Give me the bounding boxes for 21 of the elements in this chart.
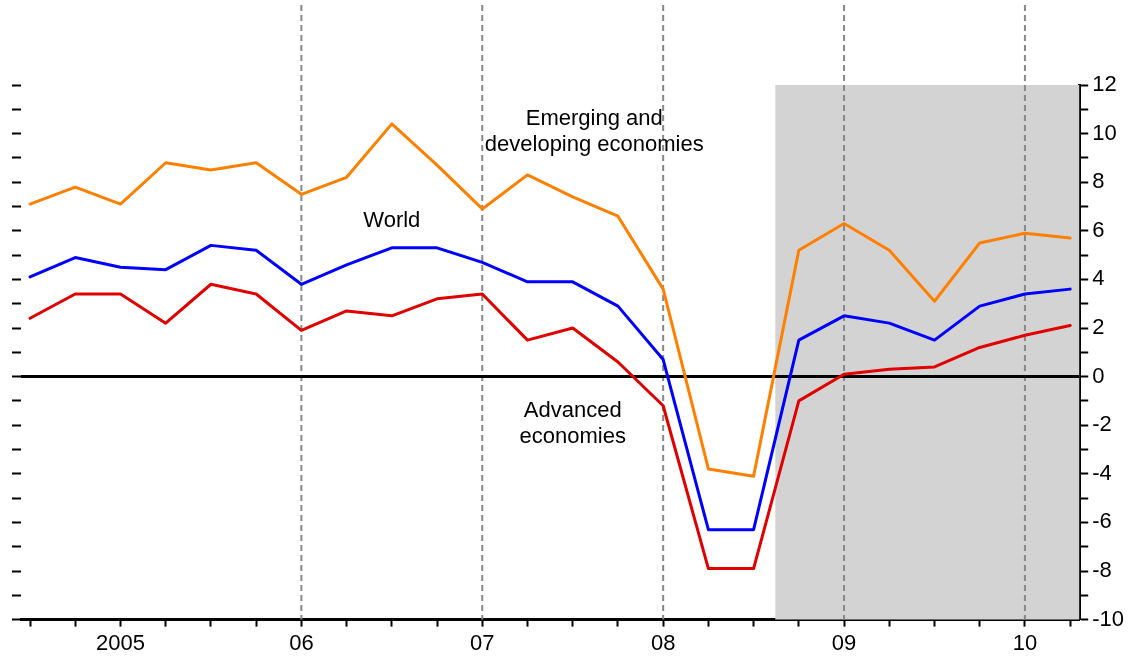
- series-label: Emerging and developing economies: [484, 104, 704, 156]
- y-tick-label: -2: [1092, 411, 1112, 437]
- y-tick-label: 6: [1092, 216, 1105, 242]
- y-tick-label: 12: [1092, 71, 1117, 97]
- x-tick-label: 09: [831, 629, 857, 655]
- y-tick-label: 2: [1092, 314, 1105, 340]
- y-tick-label: 4: [1092, 265, 1105, 291]
- series-label: World: [363, 206, 421, 232]
- x-tick-label: 2005: [96, 629, 145, 655]
- x-tick-label: 08: [650, 629, 676, 655]
- x-tick-label: 06: [289, 629, 314, 655]
- y-tick-label: 8: [1092, 168, 1105, 194]
- y-tick-label: -10: [1092, 605, 1124, 631]
- series-label: Advanced economies: [519, 397, 626, 449]
- y-tick-label: 0: [1092, 362, 1105, 388]
- x-tick-label: 07: [470, 629, 495, 655]
- x-tick-label: 10: [1012, 629, 1038, 655]
- y-tick-label: -8: [1092, 557, 1112, 583]
- y-tick-label: -6: [1092, 508, 1112, 534]
- y-tick-label: 10: [1092, 119, 1117, 145]
- y-tick-label: -4: [1092, 459, 1112, 485]
